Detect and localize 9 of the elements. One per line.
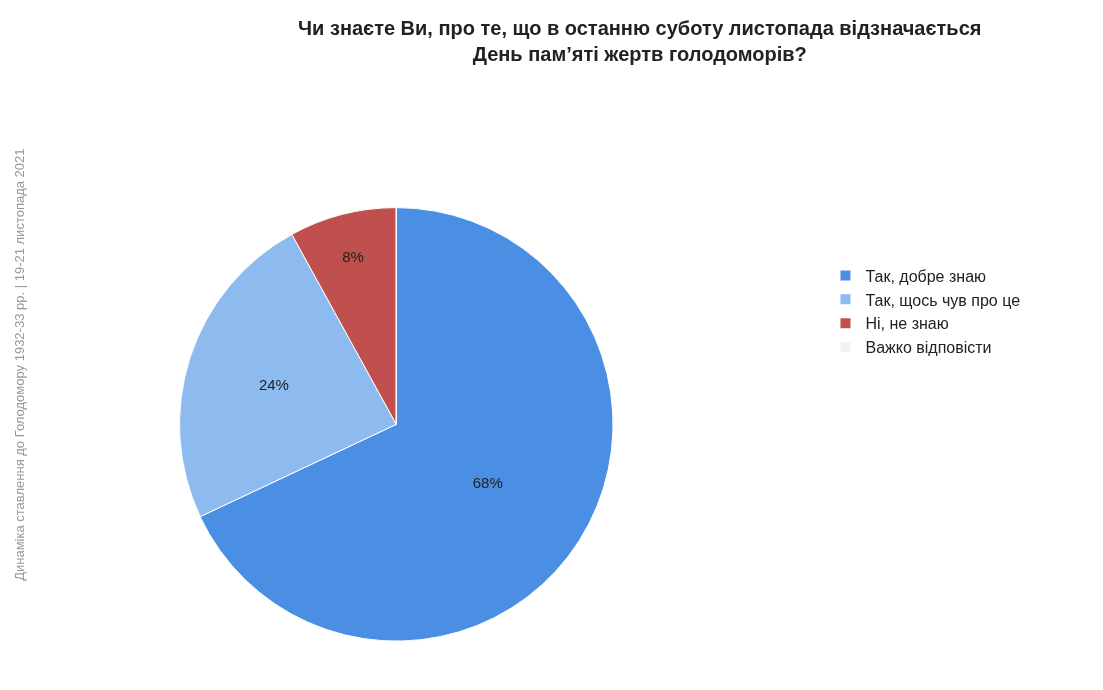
chart-title: Чи знаєте Ви, про те, що в останню суботу листопада відзначається День пам’яті жертв голодоморів?	[298, 16, 982, 65]
data-label: 24%	[258, 376, 289, 394]
data-label: 8%	[342, 247, 364, 265]
legend-label: Важко відповісти	[865, 339, 992, 357]
legend-label: Так, добре знаю	[865, 267, 987, 285]
legend-label: Ні, не знаю	[865, 315, 949, 333]
data-label: 68%	[472, 473, 503, 491]
legend-label: Так, щось чув про це	[865, 291, 1021, 309]
text: Динаміка ставлення до Голодомору 1932-33 рр. | 19-21 листопада 2021	[12, 148, 28, 581]
